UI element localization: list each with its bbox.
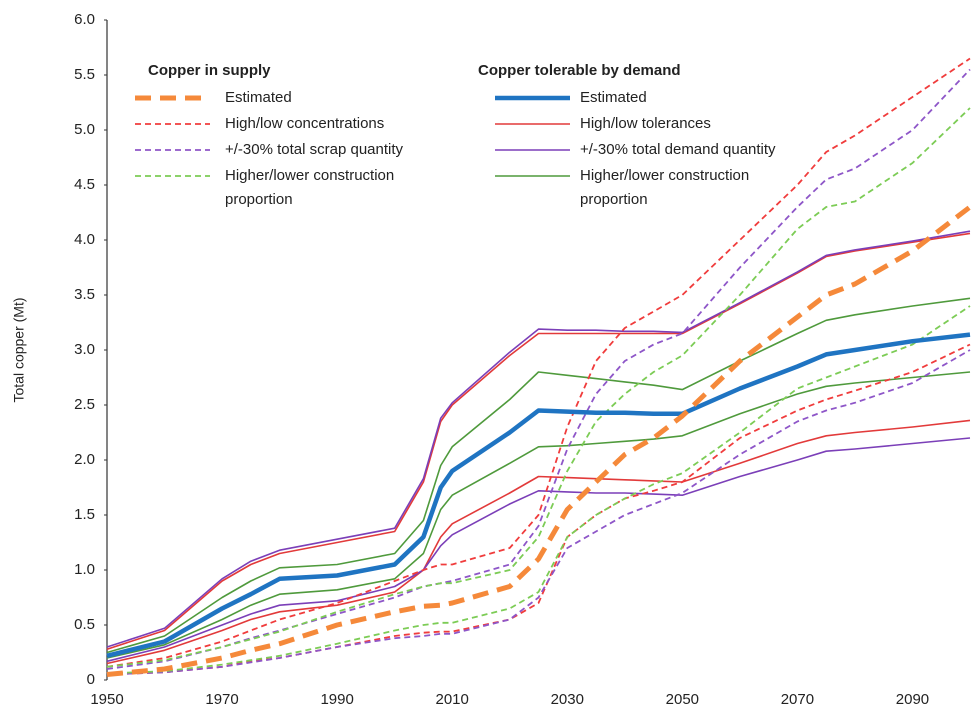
legend-label: High/low tolerances xyxy=(580,115,711,132)
legend-label: High/low concentrations xyxy=(225,115,385,132)
y-tick-label: 3.5 xyxy=(74,286,95,303)
legend-label: Estimated xyxy=(225,89,292,106)
series-line xyxy=(106,230,971,648)
y-tick-label: 0 xyxy=(87,671,95,688)
y-tick-label: 5.0 xyxy=(74,121,95,138)
legend-group-title: Copper in supply xyxy=(148,62,271,79)
x-tick-label: 2010 xyxy=(436,691,469,708)
y-axis-label: Total copper (Mt) xyxy=(11,297,27,402)
series-line xyxy=(106,419,971,665)
x-tick-label: 2050 xyxy=(666,691,699,708)
y-tick-label: 4.5 xyxy=(74,176,95,193)
series-line xyxy=(106,297,971,654)
series-line xyxy=(106,205,972,677)
y-tick-label: 1.5 xyxy=(74,506,95,523)
y-tick-label: 2.0 xyxy=(74,451,95,468)
series-line xyxy=(106,232,971,650)
legend-label: Higher/lower construction proportion xyxy=(580,167,750,208)
x-tick-label: 2030 xyxy=(551,691,584,708)
series-line xyxy=(106,437,971,663)
x-tick-label: 2070 xyxy=(781,691,814,708)
legend-label: +/-30% total demand quantity xyxy=(580,141,776,158)
y-tick-label: 5.5 xyxy=(74,66,95,83)
x-tick-label: 1990 xyxy=(320,691,353,708)
x-tick-label: 1950 xyxy=(90,691,123,708)
y-tick-label: 6.0 xyxy=(74,11,95,28)
series-line xyxy=(106,371,971,659)
series-line xyxy=(106,332,971,658)
y-tick-label: 1.0 xyxy=(74,561,95,578)
x-tick-label: 2090 xyxy=(896,691,929,708)
legend-label: +/-30% total scrap quantity xyxy=(225,141,404,158)
legend-label: Higher/lower construction proportion xyxy=(225,167,395,208)
series-line xyxy=(106,305,971,675)
series-line xyxy=(106,57,971,668)
y-tick-label: 4.0 xyxy=(74,231,95,248)
legend-label: Estimated xyxy=(580,89,647,106)
y-tick-label: 0.5 xyxy=(74,616,95,633)
series-line xyxy=(106,68,971,670)
y-tick-label: 3.0 xyxy=(74,341,95,358)
y-tick-label: 2.5 xyxy=(74,396,95,413)
legend-group-title: Copper tolerable by demand xyxy=(478,62,681,79)
x-tick-label: 1970 xyxy=(205,691,238,708)
series-line xyxy=(106,107,971,668)
series-line xyxy=(106,349,971,676)
